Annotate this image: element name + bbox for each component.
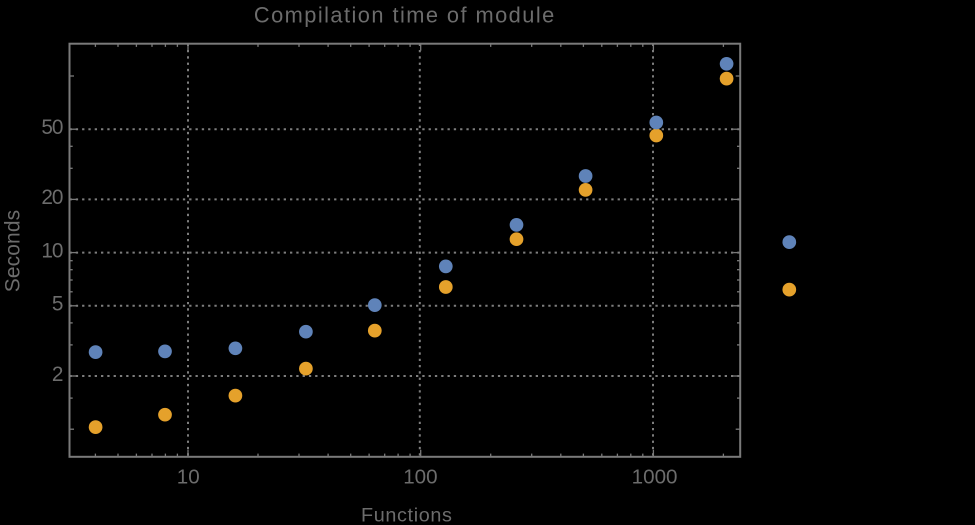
svg-text:10: 10 (41, 239, 63, 262)
svg-text:5: 5 (52, 293, 63, 316)
svg-text:Functions: Functions (361, 504, 453, 525)
svg-text:2: 2 (52, 363, 63, 386)
svg-text:1000: 1000 (632, 466, 678, 489)
svg-text:Seconds: Seconds (1, 210, 24, 292)
svg-text:100: 100 (403, 466, 437, 489)
svg-text:50: 50 (41, 116, 63, 139)
svg-text:Compilation time of module: Compilation time of module (254, 2, 556, 27)
svg-text:20: 20 (41, 186, 63, 209)
svg-text:10: 10 (177, 466, 200, 489)
